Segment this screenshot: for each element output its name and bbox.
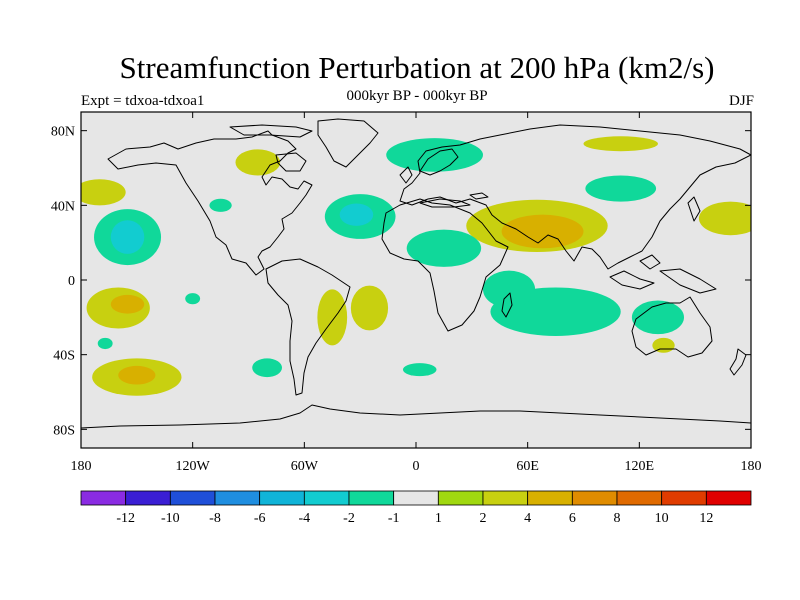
anomaly-region-14 <box>583 136 658 152</box>
anomaly-region-21 <box>483 270 536 309</box>
coastline-madagascar <box>501 292 513 318</box>
colorbar-swatch <box>80 490 127 506</box>
coastlines <box>81 118 751 429</box>
colorbar-label: -2 <box>343 511 355 526</box>
lat-tick-label: 40S <box>53 349 75 364</box>
coastline-eurasia-africa <box>381 124 751 332</box>
lat-tick-label: 80S <box>53 423 75 438</box>
colorbar-swatch <box>214 490 261 506</box>
anomaly-region-15 <box>585 175 657 202</box>
colorbar-label: -6 <box>254 511 266 526</box>
coastline-greenland <box>317 118 379 168</box>
anomaly-region-26 <box>350 285 389 331</box>
season-label: DJF <box>728 93 754 109</box>
colorbar-swatch <box>303 490 350 506</box>
map-title: Streamfunction Perturbation at 200 hPa (… <box>119 50 715 85</box>
anomaly-region-16 <box>698 201 751 236</box>
map-subtitle: 000kyr BP - 000kyr BP <box>346 88 488 104</box>
colorbar-label: -10 <box>161 511 180 526</box>
colorbar-label: -12 <box>116 511 135 526</box>
lat-tick-label: 0 <box>68 274 75 289</box>
lon-tick-label: 60W <box>291 459 319 474</box>
colorbar-label: -1 <box>388 511 400 526</box>
lon-tick-label: 180 <box>71 459 92 474</box>
colorbar: -12 -10 -8 -6 -4 -2 -1 1 2 4 6 8 10 12 <box>80 490 752 526</box>
anomaly-region-0 <box>81 179 126 206</box>
coastline-north-america <box>107 130 313 276</box>
colorbar-label: 1 <box>435 511 442 526</box>
colorbar-swatch <box>616 490 663 506</box>
anomaly-region-24 <box>402 363 437 377</box>
lat-tick-label: 40N <box>51 199 75 214</box>
anomaly-region-2 <box>110 220 145 254</box>
colorbar-swatch <box>437 490 484 506</box>
colorbar-swatch <box>125 490 171 506</box>
experiment-label: Expt = tdxoa-tdxoa1 <box>81 93 205 109</box>
colorbar-label: 4 <box>524 511 531 526</box>
colorbar-label: -4 <box>298 511 310 526</box>
lon-tick-label: 120W <box>176 459 211 474</box>
anomaly-region-4 <box>110 294 145 314</box>
colorbar-swatch <box>661 490 707 506</box>
anomaly-region-23 <box>252 358 282 378</box>
lat-tick-label: 80N <box>51 125 75 140</box>
colorbar-label: 12 <box>699 511 713 526</box>
anomaly-region-19 <box>406 229 482 267</box>
anomaly-region-11 <box>339 203 374 226</box>
colorbar-swatch <box>348 490 395 506</box>
colorbar-swatch <box>259 490 305 506</box>
lon-tick-label: 60E <box>516 459 539 474</box>
colorbar-label: 8 <box>614 511 621 526</box>
coastline-australia <box>631 296 713 358</box>
colorbar-label: 2 <box>480 511 487 526</box>
anomaly-region-18 <box>501 214 584 249</box>
coastline-antarctica <box>81 404 751 429</box>
anomaly-region-6 <box>118 365 156 385</box>
anomaly-region-9 <box>209 198 232 212</box>
coastline-south-america <box>265 258 351 396</box>
coastline-inland-seas <box>419 192 489 208</box>
colorbar-swatch <box>482 490 529 506</box>
colorbar-swatch <box>527 490 573 506</box>
colorbar-swatch <box>169 490 216 506</box>
coastline-japan-indonesia <box>609 196 717 294</box>
coastline-arctic-islands <box>229 124 313 172</box>
anomaly-region-22 <box>631 300 684 335</box>
coastline-scandinavia-britain <box>399 148 459 184</box>
anomaly-region-25 <box>317 289 348 346</box>
colorbar-swatch <box>571 490 618 506</box>
map-axes: 80N 40N 0 40S 80S 180 120W 60W 0 60E 120E 180 <box>51 112 762 474</box>
colorbar-label: 6 <box>569 511 576 526</box>
lon-tick-label: 0 <box>413 459 420 474</box>
colorbar-swatch <box>705 490 752 506</box>
colorbar-label: -8 <box>209 511 221 526</box>
anomaly-layer <box>81 136 751 396</box>
anomaly-region-8 <box>185 293 201 305</box>
colorbar-swatch <box>393 490 439 506</box>
lon-tick-label: 180 <box>741 459 762 474</box>
anomaly-region-12 <box>235 149 281 176</box>
lon-tick-label: 120E <box>625 459 655 474</box>
colorbar-label: 10 <box>655 511 669 526</box>
anomaly-region-7 <box>97 337 113 350</box>
